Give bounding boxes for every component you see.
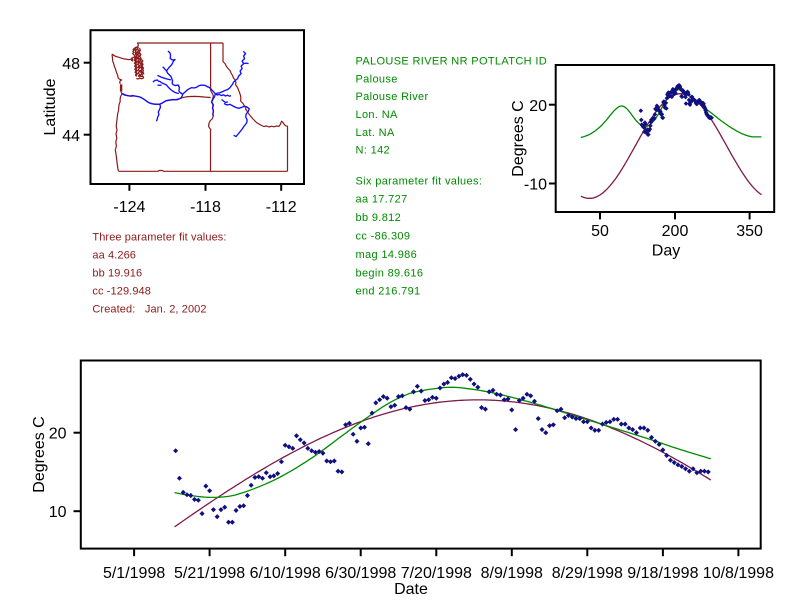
svg-text:-112: -112 bbox=[266, 199, 297, 216]
svg-text:Latitude: Latitude bbox=[42, 78, 59, 135]
svg-text:aa 4.266: aa 4.266 bbox=[92, 249, 136, 261]
svg-text:-124: -124 bbox=[113, 199, 145, 216]
svg-text:Palouse: Palouse bbox=[356, 73, 398, 85]
svg-text:cc -129.948: cc -129.948 bbox=[92, 285, 151, 297]
svg-text:6/10/1998: 6/10/1998 bbox=[250, 565, 321, 582]
svg-text:bb 9.812: bb 9.812 bbox=[356, 212, 402, 224]
svg-text:10: 10 bbox=[49, 504, 67, 521]
svg-text:5/21/1998: 5/21/1998 bbox=[174, 565, 245, 582]
svg-text:-10: -10 bbox=[524, 177, 547, 194]
svg-text:Lat. NA: Lat. NA bbox=[356, 127, 395, 139]
svg-text:8/9/1998: 8/9/1998 bbox=[481, 565, 543, 582]
svg-text:Palouse River: Palouse River bbox=[356, 91, 429, 103]
svg-text:200: 200 bbox=[662, 223, 689, 240]
svg-text:20: 20 bbox=[49, 426, 67, 443]
svg-text:Created: Jan. 2, 2002: Created: Jan. 2, 2002 bbox=[92, 303, 206, 315]
svg-text:44: 44 bbox=[62, 128, 80, 145]
svg-text:50: 50 bbox=[591, 223, 609, 240]
svg-text:Day: Day bbox=[652, 243, 680, 260]
svg-text:Degrees C: Degrees C bbox=[31, 416, 48, 492]
svg-text:bb 19.916: bb 19.916 bbox=[92, 267, 142, 279]
svg-text:Lon. NA: Lon. NA bbox=[356, 109, 399, 121]
svg-text:350: 350 bbox=[736, 223, 763, 240]
svg-text:Degrees C: Degrees C bbox=[510, 100, 527, 176]
svg-text:aa 17.727: aa 17.727 bbox=[356, 194, 408, 206]
svg-text:cc -86.309: cc -86.309 bbox=[356, 231, 411, 243]
svg-text:7/20/1998: 7/20/1998 bbox=[401, 565, 472, 582]
svg-text:Date: Date bbox=[394, 581, 428, 598]
svg-text:N: 142: N: 142 bbox=[356, 145, 391, 157]
svg-text:10/8/1998: 10/8/1998 bbox=[703, 565, 774, 582]
svg-text:8/29/1998: 8/29/1998 bbox=[552, 565, 623, 582]
svg-text:-118: -118 bbox=[190, 199, 221, 216]
svg-text:mag 14.986: mag 14.986 bbox=[356, 249, 418, 261]
svg-text:Six parameter fit values:: Six parameter fit values: bbox=[356, 175, 483, 187]
svg-text:Three parameter fit values:: Three parameter fit values: bbox=[92, 231, 226, 243]
svg-text:end 216.791: end 216.791 bbox=[356, 286, 421, 298]
svg-text:9/18/1998: 9/18/1998 bbox=[627, 565, 698, 582]
svg-text:6/30/1998: 6/30/1998 bbox=[325, 565, 396, 582]
svg-text:20: 20 bbox=[529, 98, 547, 115]
svg-text:48: 48 bbox=[62, 56, 80, 73]
svg-text:PALOUSE RIVER NR POTLATCH ID: PALOUSE RIVER NR POTLATCH ID bbox=[356, 56, 548, 68]
svg-text:begin 89.616: begin 89.616 bbox=[356, 267, 424, 279]
svg-text:5/1/1998: 5/1/1998 bbox=[103, 565, 165, 582]
